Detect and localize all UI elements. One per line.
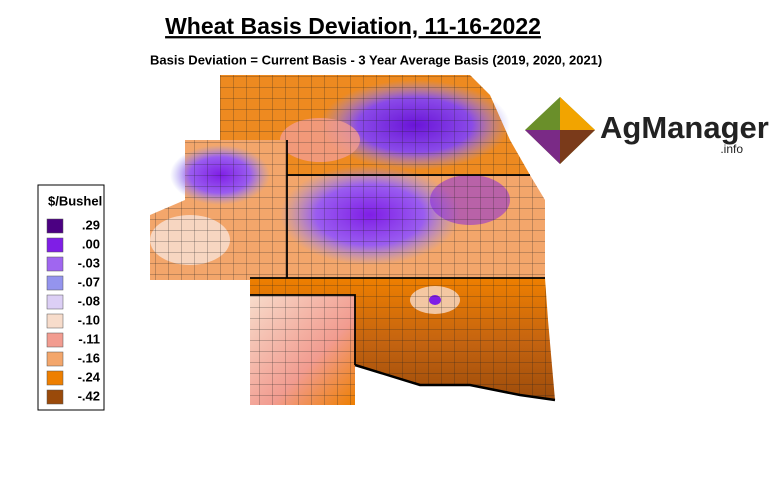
legend-swatch bbox=[46, 332, 64, 348]
legend-swatch bbox=[46, 351, 64, 367]
legend-label: -.42 bbox=[78, 388, 100, 403]
title: Wheat Basis Deviation, 11-16-2022 bbox=[165, 13, 541, 39]
legend-label: -.03 bbox=[78, 255, 100, 270]
legend-swatch bbox=[46, 218, 64, 234]
logo-name: AgManager bbox=[600, 110, 769, 145]
legend-swatch bbox=[46, 237, 64, 253]
map bbox=[150, 75, 556, 405]
legend-swatch bbox=[46, 313, 64, 329]
legend-swatch bbox=[46, 275, 64, 291]
legend-swatch bbox=[46, 256, 64, 272]
legend-swatch bbox=[46, 389, 64, 405]
legend-swatch bbox=[46, 294, 64, 310]
subtitle: Basis Deviation = Current Basis - 3 Year… bbox=[150, 52, 602, 67]
logo: AgManager .info bbox=[525, 97, 769, 164]
legend-items: .29 .00 -.03 -.07 -.08 -.10 -.11 -.16 -.24 -.42 bbox=[46, 217, 101, 405]
legend-label: .00 bbox=[82, 236, 100, 251]
legend-label: -.16 bbox=[78, 350, 100, 365]
legend-label: -.11 bbox=[78, 331, 100, 346]
county-grid bbox=[150, 75, 555, 405]
state-borders bbox=[250, 140, 556, 402]
legend-label: -.08 bbox=[78, 293, 100, 308]
legend-label: -.10 bbox=[78, 312, 100, 327]
legend-label: -.24 bbox=[78, 369, 101, 384]
legend: $/Bushel .29 .00 -.03 -.07 -.08 -.10 -.11 -.16 -… bbox=[37, 184, 105, 411]
legend-label: .29 bbox=[82, 217, 100, 232]
legend-swatch bbox=[46, 370, 64, 386]
legend-title: $/Bushel bbox=[48, 193, 102, 208]
legend-label: -.07 bbox=[78, 274, 100, 289]
logo-suffix: .info bbox=[720, 142, 743, 156]
